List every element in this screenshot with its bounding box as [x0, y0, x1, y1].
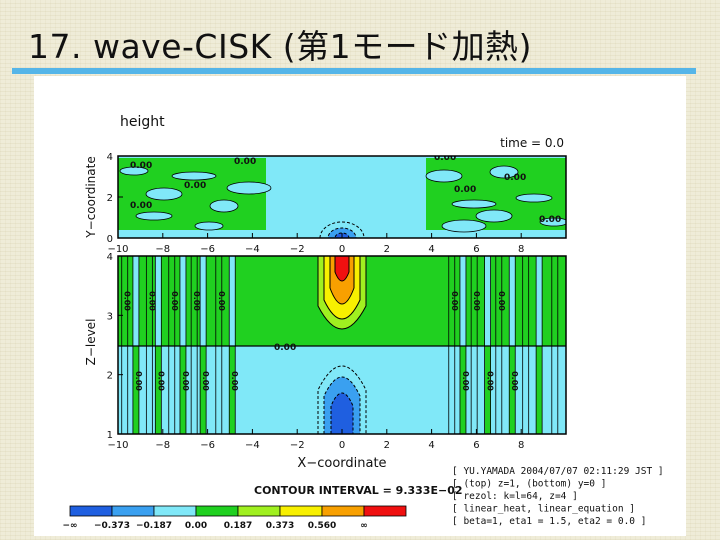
contour-label: 0.00	[497, 291, 506, 311]
contour-label: 0.00	[130, 201, 152, 211]
colorbar-swatch	[363, 505, 407, 517]
info-line: [ YU.YAMADA 2004/07/07 02:11:29 JST ]	[452, 466, 664, 477]
contour-label: 0.00	[156, 371, 165, 391]
x-tick-label: −6	[200, 440, 215, 451]
x-tick-label: 0	[339, 440, 345, 451]
contour-interval-label: CONTOUR INTERVAL = 9.333E−02	[254, 484, 463, 497]
figure-canvas: height time = 0.0 0.000.000.000.00 0.000.…	[62, 114, 664, 531]
time-label: time = 0.0	[500, 136, 564, 150]
colorbar-swatch	[69, 505, 113, 517]
x-tick-label: 8	[518, 440, 524, 451]
x-tick-label: −2	[290, 244, 305, 255]
contour-label: 0.00	[539, 215, 561, 225]
contour-label: 0.00	[461, 371, 470, 391]
x-tick-label: −4	[245, 440, 260, 451]
info-line: [ (top) z=1, (bottom) y=0 ]	[452, 479, 606, 490]
colorbar: −∞ −0.373 −0.187 0.00 0.187 0.373 0.560 ∞	[62, 505, 407, 531]
x-tick-label: −6	[200, 244, 215, 255]
bottom-contour-field: 0.00 0.00 0.00 0.00 0.00 0.00 0.00 0.00 0.00 0.00…	[118, 256, 566, 434]
contour-label: 0.00	[450, 291, 459, 311]
contour-label: 0.00	[192, 291, 201, 311]
y-tick-label: 4	[107, 152, 113, 163]
colorbar-label: 0.00	[185, 521, 207, 531]
colorbar-swatch	[279, 505, 323, 517]
slide-title: 17. wave-CISK (第1モード加熱)	[28, 27, 533, 66]
y-tick-label: 0	[107, 234, 113, 245]
x-tick-label: 2	[384, 244, 390, 255]
x-tick-label: 2	[384, 440, 390, 451]
colorbar-label: 0.187	[224, 521, 252, 531]
contour-label: 0.00	[201, 371, 210, 391]
x-tick-label: −4	[245, 244, 260, 255]
info-line: [ beta=1, eta1 = 1.5, eta2 = 0.0 ]	[452, 516, 646, 527]
x-tick-label: 8	[518, 244, 524, 255]
top-panel-title: height	[120, 114, 165, 130]
contour-figure: height time = 0.0 0.00 0.00 0.00 0.00 0.00 0.…	[34, 76, 686, 536]
colorbar-swatch	[111, 505, 155, 517]
title-underline	[12, 68, 696, 74]
x-tick-label: −10	[107, 244, 128, 255]
colorbar-swatch	[195, 505, 239, 517]
z-tick-label: 4	[107, 252, 113, 263]
colorbar-swatch	[321, 505, 365, 517]
contour-label: 0.00	[184, 181, 206, 191]
colorbar-label: 0.373	[266, 521, 294, 531]
contour-label: 0.00	[434, 153, 456, 163]
contour-label: 0.00	[510, 371, 519, 391]
info-line: [ linear_heat, linear_equation ]	[452, 504, 635, 515]
x-tick-label: 0	[339, 244, 345, 255]
z-tick-label: 1	[107, 430, 113, 441]
x-tick-label: 6	[473, 440, 479, 451]
colorbar-label: −0.187	[136, 521, 172, 531]
zero-contour-label: 0.00	[274, 343, 296, 353]
colorbar-label: 0.560	[308, 521, 336, 531]
y-axis-label: Y−coordinate	[84, 156, 98, 238]
colorbar-swatch	[153, 505, 197, 517]
x-tick-label: 6	[473, 244, 479, 255]
info-block: [ YU.YAMADA 2004/07/07 02:11:29 JST ] [ (…	[452, 466, 664, 527]
contour-label: 0.00	[234, 157, 256, 167]
contour-label: 0.00	[170, 291, 179, 311]
top-contour-field: 0.00 0.00 0.00 0.00 0.00 0.00 0.00 0.00	[118, 153, 566, 238]
colorbar-swatch	[237, 505, 281, 517]
contour-label: 0.00	[181, 371, 190, 391]
contour-label: 0.00	[147, 291, 156, 311]
x-tick-label: −8	[155, 244, 170, 255]
contour-label: 0.00	[486, 371, 495, 391]
contour-label: 0.00	[130, 161, 152, 171]
y-tick-label: 2	[107, 193, 113, 204]
x-tick-label: −8	[155, 440, 170, 451]
contour-label: 0.00	[472, 291, 481, 311]
z-tick-label: 3	[107, 311, 113, 322]
contour-label: 0.00	[217, 291, 226, 311]
info-line: [ rezol: k=l=64, z=4 ]	[452, 491, 578, 502]
x-tick-label: 4	[428, 244, 434, 255]
contour-label: 0.00	[134, 371, 143, 391]
x-tick-label: −2	[290, 440, 305, 451]
x-tick-label: 4	[428, 440, 434, 451]
contour-label: 0.00	[504, 173, 526, 183]
contour-label: 0.00	[123, 291, 132, 311]
z-tick-label: 2	[107, 371, 113, 382]
colorbar-label: −∞	[62, 521, 77, 531]
colorbar-label: −0.373	[94, 521, 130, 531]
x-tick-label: −10	[107, 440, 128, 451]
contour-label: 0.00	[230, 371, 239, 391]
x-axis-label: X−coordinate	[297, 456, 386, 471]
z-axis-label: Z−level	[84, 319, 98, 366]
contour-label: 0.00	[454, 185, 476, 195]
colorbar-label: ∞	[360, 521, 368, 531]
